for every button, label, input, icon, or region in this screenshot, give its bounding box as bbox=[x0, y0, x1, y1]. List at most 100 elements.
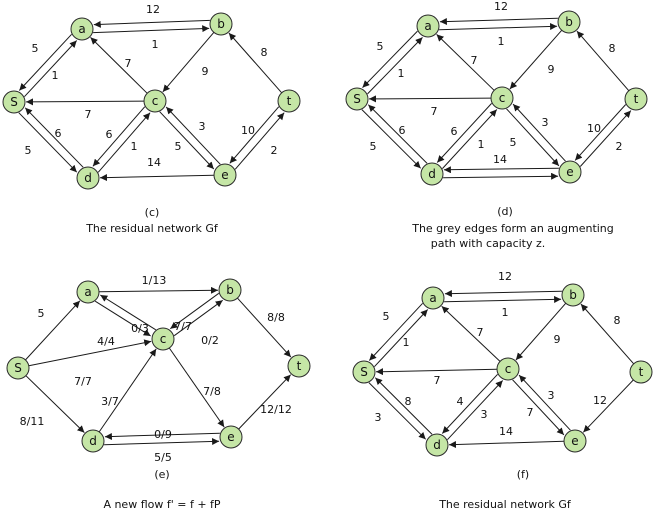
node-d bbox=[420, 162, 444, 186]
edge-label-c-to-a: 7 bbox=[125, 57, 132, 70]
edge-d-to-s bbox=[24, 107, 84, 168]
edge-d-to-s bbox=[374, 377, 433, 435]
edge-d-to-s bbox=[367, 104, 428, 164]
node-c bbox=[490, 86, 514, 110]
edge-t-to-b bbox=[228, 32, 283, 94]
edge-c-to-d bbox=[92, 106, 146, 167]
panel-d: 12 1 5 1 7 9 7 8 6 5 6 1 3 5 10 2 14 a b S c t d e (d) The gre… bbox=[345, 0, 648, 250]
node-s bbox=[352, 360, 376, 384]
edge-a-to-b bbox=[439, 23, 558, 31]
edge-d-to-c bbox=[97, 112, 151, 173]
node-label-s: S bbox=[360, 365, 368, 379]
edge-label-c-to-e: 7/8 bbox=[203, 385, 221, 398]
node-label-a: a bbox=[84, 285, 91, 299]
edge-c-to-e bbox=[168, 347, 225, 428]
edge-label-c-to-s: 7 bbox=[85, 108, 92, 121]
node-label-s: S bbox=[353, 92, 361, 106]
node-a bbox=[70, 17, 94, 41]
panel-d-caption-line-1: The grey edges form an augmenting bbox=[411, 222, 614, 235]
edge-label-b-to-c: 9 bbox=[554, 333, 561, 346]
panel-f-caption-line-1: The residual network Gf bbox=[438, 498, 572, 511]
node-label-b: b bbox=[565, 15, 573, 29]
panel-c-tag: (c) bbox=[145, 206, 160, 219]
edge-label-d-to-c: 4 bbox=[457, 395, 464, 408]
edge-c-to-a bbox=[90, 37, 148, 94]
edge-label-c-to-e: 3 bbox=[542, 116, 549, 129]
node-label-a: a bbox=[78, 22, 85, 36]
panel-d-nodes: a b S c t d e bbox=[345, 10, 648, 186]
edge-label-b-to-c: 9 bbox=[202, 65, 209, 78]
edge-c-to-d bbox=[436, 103, 492, 163]
edge-label-s-to-a: 5 bbox=[32, 42, 39, 55]
edge-t-to-e bbox=[582, 379, 634, 433]
edge-s-to-a bbox=[24, 40, 78, 98]
edge-b-to-a bbox=[444, 290, 562, 298]
edge-t-to-b bbox=[576, 30, 630, 92]
edge-label-a-to-b: 1/13 bbox=[142, 274, 167, 287]
edge-s-to-d bbox=[368, 382, 427, 440]
edge-label-b-to-c: 0/2 bbox=[201, 334, 219, 347]
panel-e-caption-line-1: A new flow f' = f + fP bbox=[103, 498, 220, 511]
edge-label-b-to-a: 1 bbox=[502, 306, 509, 319]
edge-a-to-b bbox=[444, 295, 562, 303]
node-a bbox=[76, 280, 100, 304]
edge-label-e-to-t: 2 bbox=[616, 140, 623, 153]
node-label-e: e bbox=[571, 434, 578, 448]
panel-d-tag: (d) bbox=[497, 205, 513, 218]
panel-c-edge-labels: 12 1 5 1 7 9 7 8 6 5 6 1 3 5 10 2 14 bbox=[25, 3, 278, 169]
edge-label-b-to-c: 9 bbox=[548, 63, 555, 76]
edge-e-to-d bbox=[448, 440, 565, 448]
edge-s-to-d bbox=[18, 112, 78, 173]
edge-c-to-e bbox=[159, 111, 215, 170]
edge-label-s-to-d: 5 bbox=[370, 140, 377, 153]
edge-label-c-to-b: 7/7 bbox=[174, 320, 192, 333]
edge-label-c-to-d: 1 bbox=[478, 138, 485, 151]
edge-label-c-to-a: 4/4 bbox=[97, 335, 115, 348]
edge-label-a-to-b: 12 bbox=[494, 0, 508, 13]
edge-label-d-to-s: 6 bbox=[399, 124, 406, 137]
node-s bbox=[345, 87, 369, 111]
edge-label-d-to-e: 5/5 bbox=[154, 451, 172, 464]
edge-e-to-t bbox=[579, 110, 632, 167]
node-label-t: t bbox=[297, 359, 302, 373]
panel-c: 12 1 5 1 7 9 7 8 6 5 6 1 3 5 10 2 14 a b S c t d e (c) The res… bbox=[2, 3, 301, 235]
edge-d-to-c bbox=[98, 348, 157, 433]
edge-c-to-e bbox=[512, 379, 565, 436]
node-label-c: c bbox=[499, 91, 506, 105]
node-label-d: d bbox=[433, 438, 441, 452]
edge-label-a-to-b: 12 bbox=[146, 3, 160, 16]
node-label-d: d bbox=[89, 434, 97, 448]
edge-s-to-d bbox=[361, 109, 422, 169]
edge-label-c-to-e: 3 bbox=[548, 389, 555, 402]
edge-d-to-e bbox=[104, 438, 220, 446]
edge-b-to-a bbox=[93, 19, 210, 28]
edge-e-to-c bbox=[512, 103, 566, 162]
edge-label-c-to-s: 7 bbox=[434, 374, 441, 387]
edge-b-to-c bbox=[162, 32, 215, 93]
node-label-e: e bbox=[221, 168, 228, 182]
edge-label-c-to-s: 7 bbox=[431, 105, 438, 118]
edge-b-to-c bbox=[509, 29, 563, 90]
edge-b-to-c bbox=[170, 292, 220, 330]
edge-label-s-to-d: 3 bbox=[375, 411, 382, 424]
edge-b-to-a bbox=[439, 17, 558, 25]
edge-c-to-s bbox=[25, 98, 145, 106]
edge-label-b-to-a: 1 bbox=[498, 35, 505, 48]
edge-e-to-t bbox=[238, 374, 292, 430]
node-label-s: S bbox=[10, 95, 18, 109]
node-label-s: S bbox=[14, 361, 22, 375]
node-c bbox=[143, 89, 167, 113]
edge-e-to-d bbox=[99, 174, 215, 182]
edge-label-e-to-d: 14 bbox=[493, 153, 507, 166]
node-a bbox=[416, 14, 440, 38]
edge-label-t-to-b: 8 bbox=[609, 42, 616, 55]
node-label-a: a bbox=[424, 19, 431, 33]
edge-label-e-to-d: 14 bbox=[147, 156, 161, 169]
edge-t-to-b bbox=[580, 303, 635, 365]
panel-e-edges bbox=[25, 286, 292, 446]
edge-label-t-to-e: 10 bbox=[241, 124, 255, 137]
panel-e-tag: (e) bbox=[154, 468, 169, 481]
edge-a-to-s bbox=[368, 302, 423, 361]
